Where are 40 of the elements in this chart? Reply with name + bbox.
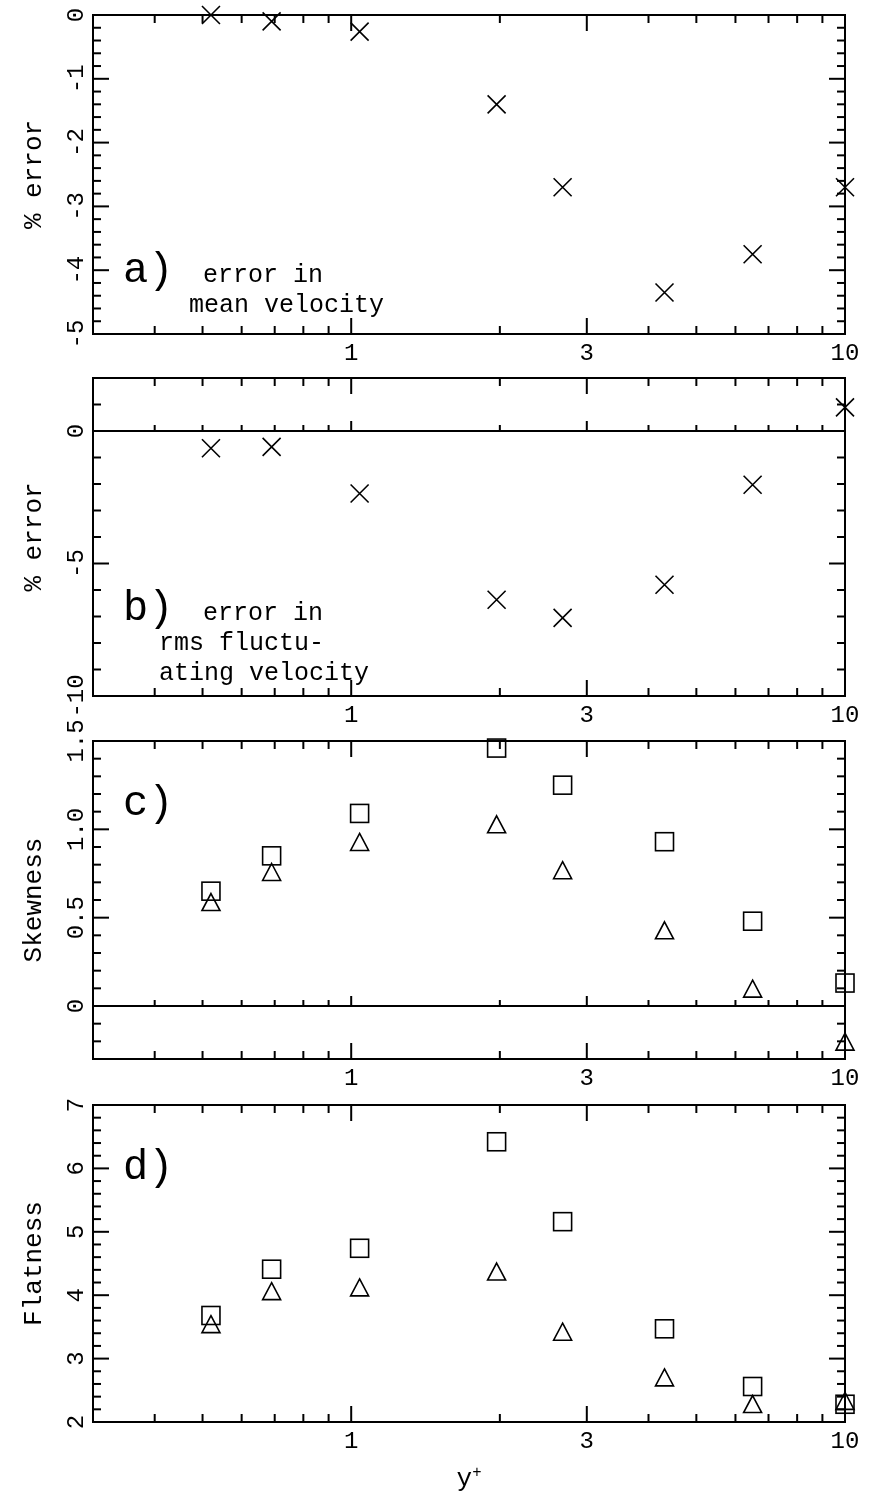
y-tick-label: -4 bbox=[63, 255, 90, 285]
y-tick-label: 0 bbox=[63, 998, 90, 1014]
x-tick-label: 3 bbox=[579, 1428, 594, 1455]
x-tick-label: 10 bbox=[830, 340, 860, 367]
y-axis-title: Skewness bbox=[19, 837, 49, 963]
y-tick-label: -2 bbox=[63, 128, 90, 158]
x-tick-label: 1 bbox=[344, 1428, 359, 1455]
y-tick-label: 0 bbox=[63, 423, 90, 439]
y-tick-label: 0.5 bbox=[63, 896, 90, 940]
y-tick-label: 2 bbox=[63, 1414, 90, 1430]
y-axis-title: % error bbox=[19, 482, 49, 592]
x-tick-label: 10 bbox=[830, 1065, 860, 1092]
x-axis-title: y$^{+}$ bbox=[456, 1464, 482, 1494]
y-tick-label: -5 bbox=[63, 549, 90, 578]
annotation: d) bbox=[123, 1144, 174, 1192]
x-tick-label: 10 bbox=[830, 1428, 860, 1455]
x-tick-label: 1 bbox=[344, 1065, 359, 1092]
x-tick-label: 3 bbox=[579, 702, 594, 729]
x-tick-label: 10 bbox=[830, 702, 860, 729]
y-tick-label: 0 bbox=[63, 7, 90, 23]
y-tick-label: 1.5 bbox=[63, 719, 90, 763]
y-tick-label: -10 bbox=[63, 674, 90, 718]
y-tick-label: -1 bbox=[63, 64, 90, 94]
y-tick-label: 3 bbox=[63, 1351, 90, 1366]
y-tick-label: 6 bbox=[63, 1161, 90, 1176]
x-tick-label: 1 bbox=[344, 702, 359, 729]
x-tick-label: 3 bbox=[579, 1065, 594, 1092]
x-tick-label: 1 bbox=[344, 340, 359, 367]
annotation: a) bbox=[123, 247, 174, 295]
y-tick-label: 4 bbox=[63, 1288, 90, 1303]
y-axis-title: Flatness bbox=[19, 1201, 49, 1326]
y-tick-label: -3 bbox=[63, 191, 90, 221]
y-tick-label: 1.0 bbox=[63, 807, 90, 851]
y-tick-label: 7 bbox=[63, 1097, 90, 1113]
y-tick-label: -5 bbox=[63, 319, 90, 349]
y-axis-title: % error bbox=[19, 119, 49, 230]
annotation: error in mean velocity bbox=[189, 261, 385, 320]
annotation: c) bbox=[123, 780, 174, 828]
y-tick-label: 5 bbox=[63, 1224, 90, 1239]
x-tick-label: 3 bbox=[579, 340, 594, 367]
